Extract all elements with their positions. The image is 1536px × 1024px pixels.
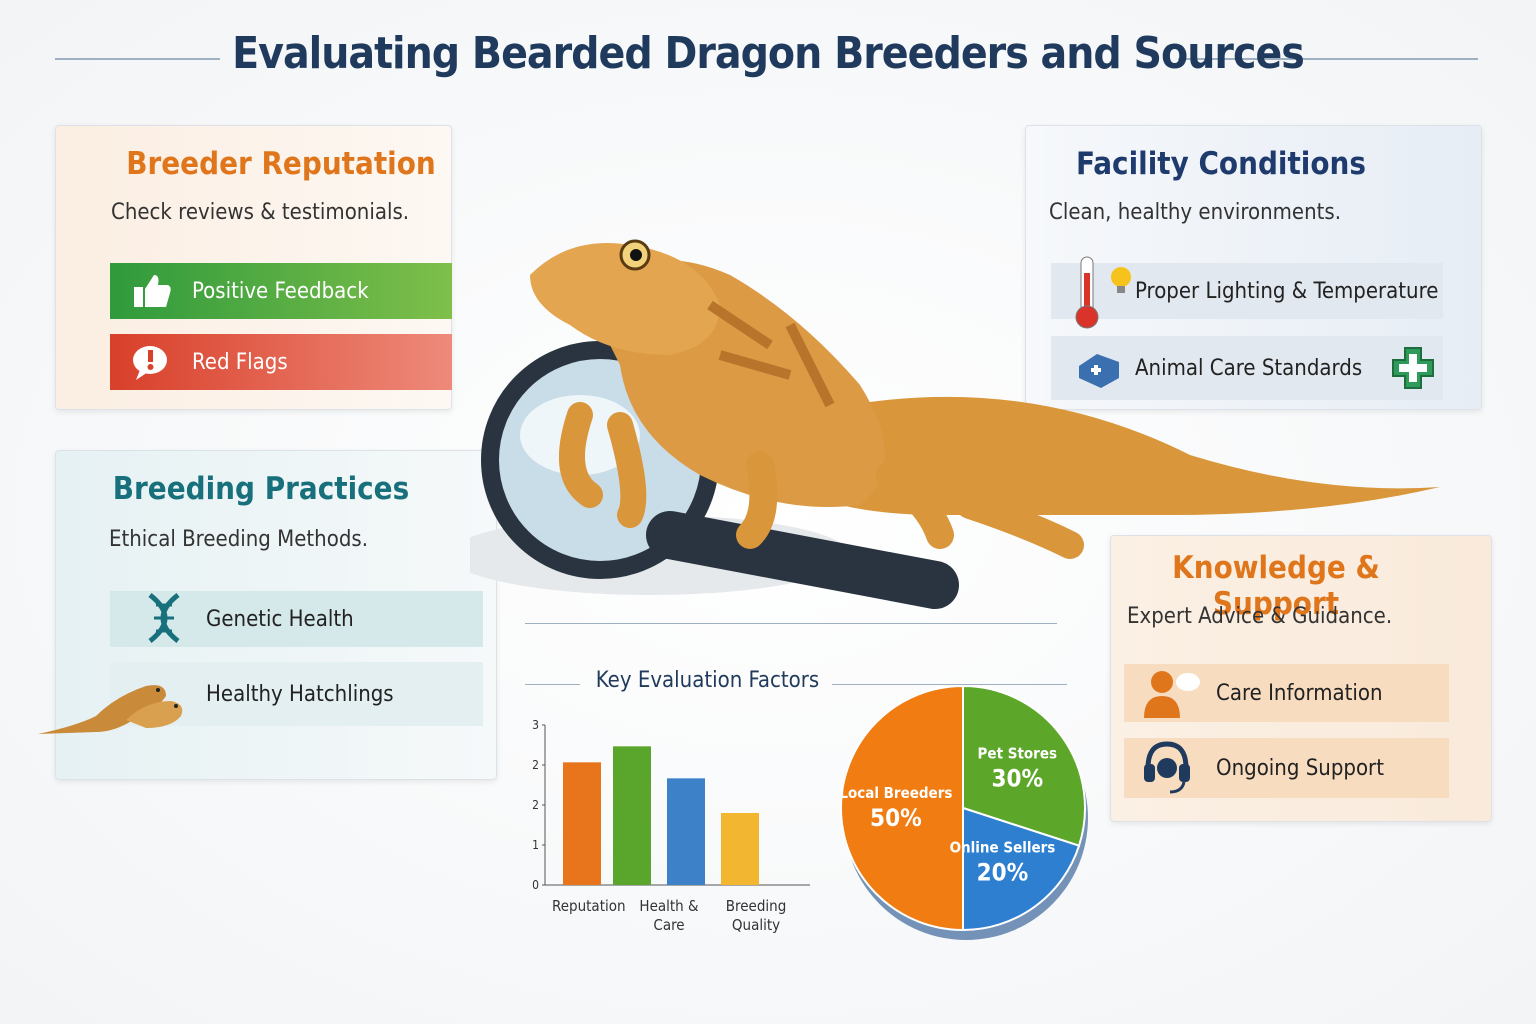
x-tick-label: Reputation	[552, 897, 626, 915]
dna-icon	[148, 593, 180, 643]
panel: Breeding Practices Ethical Breeding Meth…	[38, 450, 497, 780]
person-icon	[1144, 671, 1200, 718]
chart-title: Key Evaluation Factors	[595, 668, 820, 693]
slice-value: 20%	[977, 858, 1029, 886]
hatchlings-illustration	[38, 685, 183, 734]
item: Positive Feedback	[110, 263, 452, 319]
headset-icon	[1144, 741, 1190, 794]
alert-icon	[133, 346, 167, 380]
slice-label: Pet Stores	[978, 745, 1057, 763]
pie-slice	[840, 684, 964, 932]
bar	[721, 813, 759, 885]
pie-slice	[962, 684, 1086, 847]
y-tick-label: 2	[532, 798, 539, 812]
cross-icon	[1392, 347, 1434, 389]
panel-subtitle: Check reviews & testimonials.	[111, 200, 410, 225]
rule	[525, 623, 1057, 624]
item-label: Proper Lighting & Temperature	[1135, 278, 1439, 304]
bar	[563, 762, 601, 885]
pie-chart: Local Breeders 50% Pet Stores 30% Online Sel…	[839, 684, 1088, 940]
x-tick-label: Health & Care	[639, 897, 699, 934]
slice-value: 50%	[870, 804, 922, 832]
rule	[1178, 58, 1478, 60]
panel: Facility Conditions Clean, healthy envir…	[1025, 125, 1482, 410]
rule	[832, 684, 1067, 685]
item-label: Positive Feedback	[192, 278, 369, 304]
bar-chart: 0 1 2 2 3	[532, 718, 810, 892]
panel-subtitle: Expert Advice & Guidance.	[1127, 604, 1393, 629]
page-title: Evaluating Bearded Dragon Breeders and S…	[232, 28, 1305, 79]
panel: Breeder Reputation Check reviews & testi…	[55, 125, 452, 410]
thermometer-icon	[1075, 256, 1131, 329]
slice-label: Online Sellers	[950, 838, 1056, 856]
item: Proper Lighting & Temperature	[1051, 256, 1443, 329]
y-tick-label: 3	[532, 718, 539, 732]
item: Care Information	[1124, 664, 1449, 722]
panel-title: Facility Conditions	[1076, 146, 1366, 182]
item: Ongoing Support	[1124, 738, 1449, 798]
bar-chart-labels: Reputation Health & Care Breeding Quality	[520, 700, 820, 950]
bar	[613, 746, 651, 885]
item-label: Care Information	[1216, 680, 1383, 706]
item: Red Flags	[110, 334, 452, 390]
panel-subtitle: Clean, healthy environments.	[1049, 200, 1342, 225]
item-label: Healthy Hatchlings	[206, 681, 394, 707]
x-tick-label: Breeding Quality	[725, 897, 787, 934]
y-tick-label: 0	[532, 878, 539, 892]
y-tick-label: 2	[532, 758, 539, 772]
item-label: Animal Care Standards	[1135, 355, 1363, 381]
y-tick-label: 1	[532, 838, 539, 852]
item-label: Red Flags	[192, 349, 288, 375]
dragon-illustration	[470, 239, 1440, 609]
pie-slice	[962, 806, 1081, 932]
item-label: Genetic Health	[206, 606, 354, 632]
item: Genetic Health	[110, 591, 483, 647]
panel-title: Breeder Reputation	[126, 146, 436, 182]
rule	[55, 58, 220, 60]
item-label: Ongoing Support	[1216, 755, 1384, 781]
thumb-icon	[134, 275, 171, 307]
slice-label: Local Breeders	[839, 784, 952, 802]
panel-title: Breeding Practices	[112, 471, 410, 507]
item: Animal Care Standards	[1051, 336, 1443, 400]
rule	[525, 684, 580, 685]
slice-value: 30%	[991, 765, 1043, 793]
bar	[667, 778, 705, 885]
panel-subtitle: Ethical Breeding Methods.	[109, 527, 368, 552]
panel-title: Knowledge & Support	[1172, 550, 1380, 622]
panel: Knowledge & Support Expert Advice & Guid…	[1110, 535, 1492, 822]
care-icon	[1079, 354, 1119, 388]
